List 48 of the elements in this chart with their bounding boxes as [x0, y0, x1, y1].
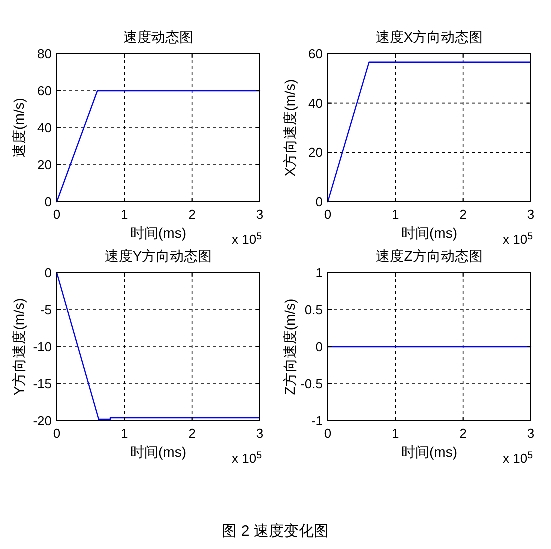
chart-title: 速度动态图 [124, 29, 194, 45]
y-axis-title: 速度(m/s) [11, 98, 27, 158]
y-axis-title: X方向速度(m/s) [282, 79, 298, 177]
y-tick-label: 0 [44, 266, 52, 280]
x-tick-label: 1 [392, 207, 400, 222]
y-tick-label: -1 [311, 414, 323, 428]
x-tick-label: 2 [460, 426, 467, 441]
text: x 10$^{5}$ [502, 450, 534, 466]
y-tick-label: 40 [38, 120, 52, 136]
y-axis-title: Z方向速度(m/s) [282, 298, 298, 396]
y-tick-label: 0 [316, 194, 323, 210]
y-tick-label: 1 [316, 266, 323, 280]
y-tick-label: 60 [38, 84, 52, 98]
x-tick-label: 2 [188, 426, 196, 441]
y-tick-label: 80 [38, 46, 52, 62]
text: x 10$^{5}$ [232, 450, 263, 466]
x-axis-title: 时间(ms) [402, 444, 458, 460]
y-tick-label: 0 [316, 340, 323, 354]
text: x 10$^{5}$ [232, 232, 263, 247]
x-tick-label: 3 [527, 207, 535, 222]
chart-title: 速度Z方向动态图 [376, 248, 483, 264]
x-tick-label: 1 [121, 426, 128, 441]
y-axis-title: Y方向速度(m/s) [11, 298, 27, 396]
x-axis-title: 时间(ms) [130, 225, 186, 241]
y-tick-label: 20 [38, 158, 52, 172]
x-tick-label: 1 [392, 426, 400, 441]
x-tick-label: 2 [460, 207, 467, 222]
y-tick-label: 60 [308, 46, 323, 62]
y-tick-label: -15 [33, 376, 52, 392]
y-tick-label: 0.5 [304, 302, 323, 318]
chart-title: 速度Y方向动态图 [104, 248, 212, 264]
x-tick-label: 3 [256, 207, 264, 222]
x-tick-label: 1 [121, 207, 128, 222]
y-tick-label: 20 [308, 145, 323, 160]
x-axis-title: 时间(ms) [130, 444, 186, 460]
text: x 10$^{5}$ [502, 232, 534, 247]
y-tick-label: 40 [308, 96, 323, 111]
x-tick-label: 2 [188, 207, 196, 222]
x-tick-label: 3 [256, 426, 264, 441]
y-tick-label: 0 [44, 194, 52, 210]
chart-title: 速度X方向动态图 [376, 29, 484, 45]
y-tick-label: -0.5 [300, 376, 323, 392]
caption: 图 2 速度变化图 [222, 523, 329, 540]
y-tick-label: -5 [40, 302, 52, 318]
x-axis-title: 时间(ms) [402, 225, 458, 241]
x-tick-label: 3 [527, 426, 535, 441]
y-tick-label: -20 [33, 414, 52, 428]
y-tick-label: -10 [33, 340, 52, 354]
